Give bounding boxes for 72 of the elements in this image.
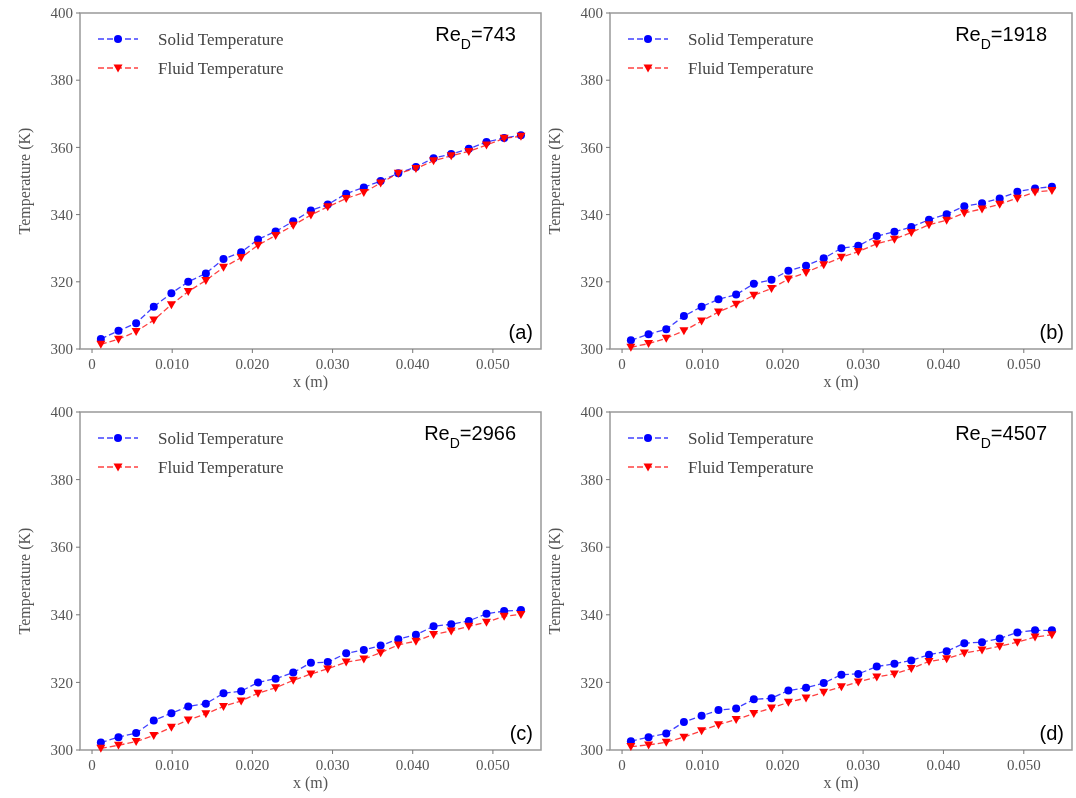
x-tick-label: 0.040 bbox=[395, 757, 430, 773]
x-tick-label: 0.050 bbox=[476, 757, 510, 773]
y-tick-label: 300 bbox=[580, 742, 603, 759]
x-tick-label: 0.020 bbox=[235, 356, 270, 372]
y-tick-label: 400 bbox=[50, 5, 73, 22]
annotation: Re$_{D}$=1918 bbox=[955, 23, 1047, 52]
y-tick-label: 360 bbox=[580, 139, 603, 156]
x-tick-label: 0.020 bbox=[235, 757, 270, 773]
y-tick-label: 360 bbox=[50, 539, 73, 556]
x-axis-title: x (m) bbox=[292, 774, 329, 792]
x-tick-label: 0.010 bbox=[155, 757, 190, 773]
x-tick-label: 0.010 bbox=[155, 356, 190, 372]
legend-label: Solid Temperature bbox=[158, 428, 284, 448]
x-tick-label: 0.010 bbox=[685, 757, 720, 773]
x-axis-title: x (m) bbox=[292, 373, 329, 391]
y-tick-label: 400 bbox=[50, 404, 73, 421]
annotation: (b) bbox=[1039, 321, 1064, 343]
x-axis-title: x (m) bbox=[823, 774, 859, 792]
x-tick-label: 0.050 bbox=[1006, 757, 1041, 773]
annotation: (c) bbox=[509, 722, 533, 744]
annotation: (a) bbox=[508, 321, 533, 343]
x-tick-label: 0.030 bbox=[846, 757, 880, 773]
y-tick-label: 320 bbox=[50, 674, 73, 691]
x-tick-label: 0.040 bbox=[395, 356, 430, 372]
y-tick-label: 380 bbox=[50, 72, 73, 89]
x-tick-label: 0.040 bbox=[926, 356, 961, 372]
y-tick-label: 340 bbox=[50, 607, 73, 624]
x-tick-label: 0.050 bbox=[1006, 356, 1041, 372]
x-tick-label: 0.020 bbox=[765, 356, 800, 372]
legend-label: Fluid Temperature bbox=[688, 58, 814, 78]
y-tick-label: 380 bbox=[50, 471, 73, 488]
y-tick-label: 400 bbox=[580, 5, 603, 22]
x-tick-label: 0 bbox=[88, 757, 96, 773]
y-tick-label: 320 bbox=[580, 274, 603, 291]
legend-label: Solid Temperature bbox=[688, 29, 814, 49]
x-tick-label: 0.030 bbox=[846, 356, 880, 372]
y-tick-label: 300 bbox=[50, 742, 73, 759]
y-axis-title: Temperature (K) bbox=[546, 127, 564, 235]
y-tick-label: 340 bbox=[580, 607, 603, 624]
x-tick-label: 0 bbox=[618, 757, 626, 773]
y-tick-label: 400 bbox=[580, 404, 603, 421]
y-tick-label: 320 bbox=[50, 274, 73, 291]
legend-label: Fluid Temperature bbox=[158, 457, 284, 477]
annotation: Re$_{D}$=4507 bbox=[955, 422, 1047, 451]
y-tick-label: 380 bbox=[580, 471, 603, 488]
x-tick-label: 0.030 bbox=[315, 356, 350, 372]
annotation: Re$_{D}$=743 bbox=[435, 23, 516, 52]
y-axis-title: Temperature (K) bbox=[16, 127, 34, 235]
x-axis-title: x (m) bbox=[823, 373, 859, 391]
y-tick-label: 340 bbox=[580, 206, 603, 223]
legend-label: Solid Temperature bbox=[158, 29, 284, 49]
x-tick-label: 0.030 bbox=[315, 757, 350, 773]
y-axis-title: Temperature (K) bbox=[16, 527, 34, 635]
legend-label: Fluid Temperature bbox=[158, 58, 284, 78]
legend-label: Solid Temperature bbox=[688, 428, 814, 448]
y-tick-label: 340 bbox=[50, 206, 73, 223]
y-tick-label: 300 bbox=[50, 341, 73, 358]
x-tick-label: 0.050 bbox=[476, 356, 510, 372]
y-tick-label: 300 bbox=[580, 341, 603, 358]
x-tick-label: 0.010 bbox=[685, 356, 720, 372]
y-axis-title: Temperature (K) bbox=[546, 527, 564, 635]
x-tick-label: 0 bbox=[618, 356, 626, 372]
y-tick-label: 360 bbox=[580, 539, 603, 556]
y-tick-label: 380 bbox=[580, 72, 603, 89]
x-tick-label: 0.020 bbox=[765, 757, 800, 773]
y-tick-label: 320 bbox=[580, 674, 603, 691]
legend-label: Fluid Temperature bbox=[688, 457, 814, 477]
x-tick-label: 0 bbox=[88, 356, 96, 372]
annotation: (d) bbox=[1039, 722, 1064, 744]
y-tick-label: 360 bbox=[50, 139, 73, 156]
x-tick-label: 0.040 bbox=[926, 757, 961, 773]
annotation: Re$_{D}$=2966 bbox=[424, 422, 516, 451]
